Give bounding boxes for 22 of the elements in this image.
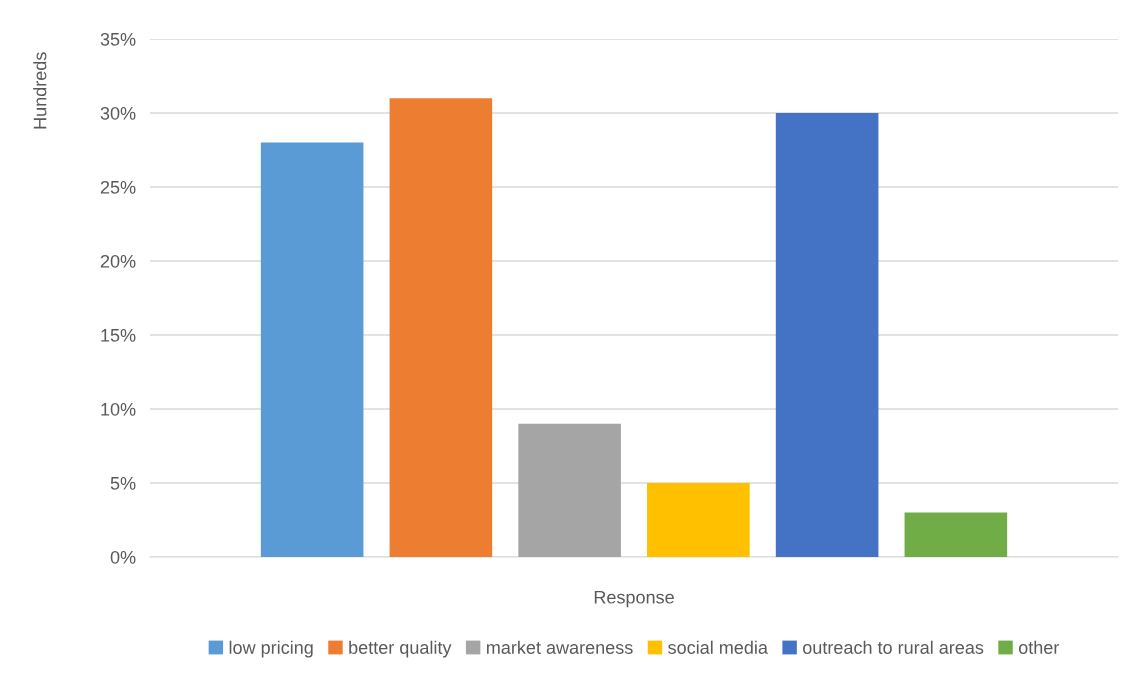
bar: [775, 113, 879, 557]
legend-label: market awareness: [486, 640, 633, 654]
legend-label: social media: [668, 640, 768, 654]
x-axis-title: Response: [594, 591, 674, 608]
y-tick-label: 35%: [100, 32, 136, 46]
legend-label: other: [1018, 640, 1060, 654]
legend-label: outreach to rural areas: [803, 640, 984, 654]
y-tick-label: 5%: [110, 477, 136, 490]
y-axis-title: Hundreds: [33, 52, 47, 129]
y-tick-label: 15%: [101, 329, 136, 342]
bar: [389, 98, 493, 557]
bar: [518, 423, 621, 557]
y-tick-label: 25%: [100, 180, 136, 194]
bar: [647, 483, 750, 557]
y-tick-label: 0%: [110, 550, 136, 564]
bar: [904, 512, 1008, 557]
legend-label: better quality: [349, 640, 452, 658]
legend-label: low pricing: [229, 640, 313, 658]
y-tick-label: 10%: [101, 402, 136, 416]
y-tick-label: 20%: [100, 254, 136, 268]
y-tick-label: 30%: [100, 106, 136, 120]
bar: [260, 142, 364, 557]
